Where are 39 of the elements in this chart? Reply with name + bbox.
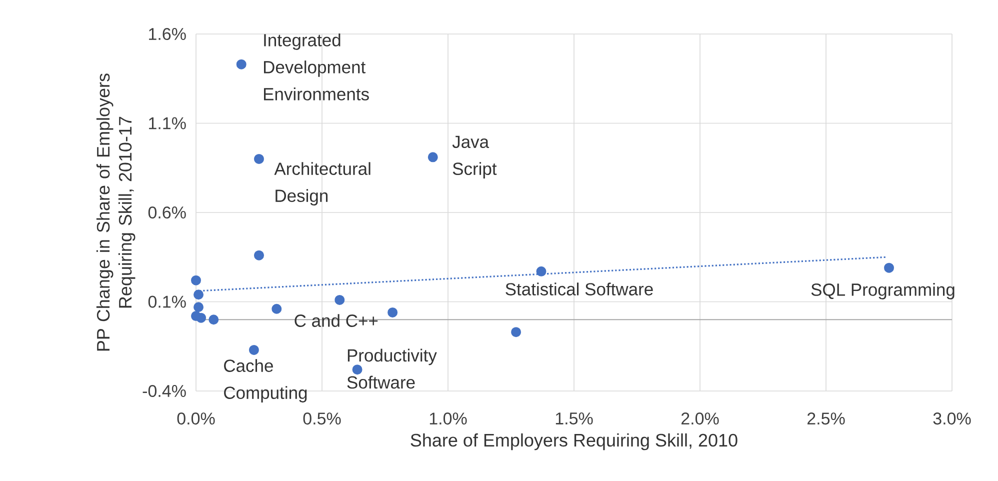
- x-tick-label: 2.0%: [681, 412, 719, 425]
- point: [208, 314, 219, 325]
- y-tick-label: 1.1%: [149, 117, 186, 130]
- point: [196, 312, 206, 323]
- point: [352, 364, 362, 375]
- annotation: Productivity Software: [347, 348, 437, 389]
- x-tick-label: 0.0%: [177, 412, 215, 425]
- point: [254, 154, 264, 164]
- annotation: SQL Programming: [811, 283, 954, 300]
- point: [194, 302, 204, 312]
- point: [334, 294, 345, 305]
- annotation: Architectural Design: [274, 162, 370, 206]
- point: [248, 344, 259, 355]
- y-tick-label: 1.6%: [149, 28, 186, 40]
- point: [388, 307, 398, 318]
- x-tick-label: 1.0%: [430, 412, 467, 425]
- point: [428, 152, 438, 162]
- annotation: C and C++: [294, 314, 378, 327]
- point: [194, 290, 204, 300]
- point: [272, 304, 282, 314]
- x-tick-label: 1.5%: [556, 412, 593, 424]
- point: [536, 266, 546, 276]
- y-tick-label: -0.4%: [142, 384, 186, 398]
- y-tick-label: 0.1%: [148, 296, 186, 308]
- x-tick-label: 3.0%: [933, 412, 971, 425]
- y-axis-title: PP Change in Share of Employers Requiring Skill, 2010-17: [96, 74, 136, 351]
- annotation: Integrated Development Environments: [264, 34, 369, 100]
- point: [236, 59, 246, 70]
- annotation: Statistical Software: [506, 282, 653, 296]
- x-tick-label: 0.5%: [303, 412, 341, 425]
- point: [191, 275, 201, 286]
- y-tick-label: 0.6%: [148, 206, 186, 219]
- annotation: Cache Computing: [224, 359, 307, 402]
- x-tick-label: 2.5%: [807, 412, 845, 425]
- annotation: Java Script: [452, 136, 497, 178]
- point: [884, 262, 894, 273]
- x-axis-title: Share of Employers Requiring Skill, 2010: [410, 433, 738, 450]
- point: [511, 327, 522, 338]
- point: [254, 250, 264, 260]
